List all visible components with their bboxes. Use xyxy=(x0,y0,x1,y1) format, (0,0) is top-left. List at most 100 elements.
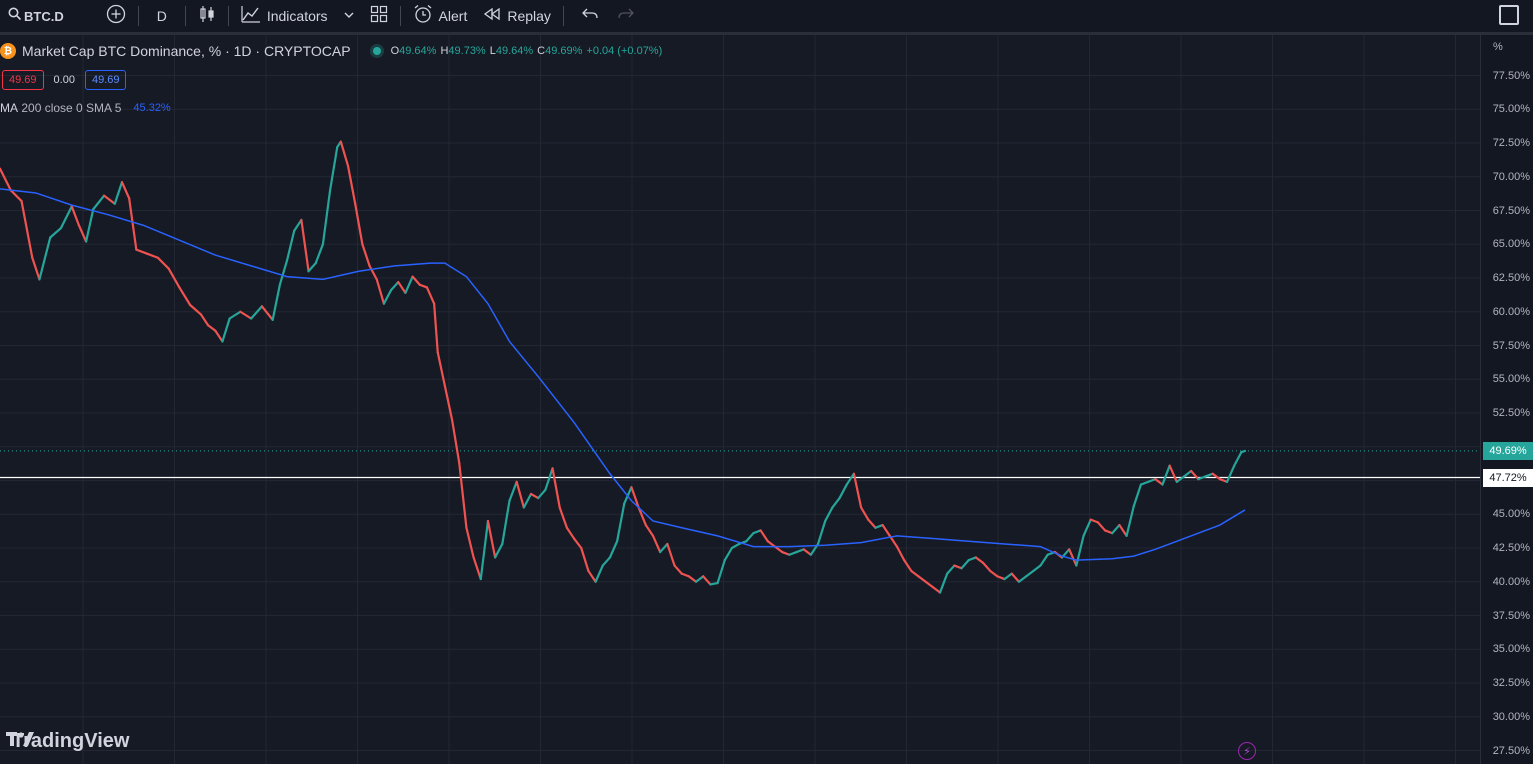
price-segment xyxy=(479,519,490,581)
price-segment xyxy=(616,502,626,543)
ohlc-change: +0.04 (+0.07%) xyxy=(586,45,663,57)
lightning-icon[interactable]: ⚡ xyxy=(1238,742,1256,760)
chevron-down-icon xyxy=(344,7,354,25)
price-segment xyxy=(773,545,784,554)
price-segment xyxy=(967,556,978,562)
indicators-dropdown[interactable] xyxy=(336,0,362,32)
price-segment xyxy=(1182,469,1193,478)
price-segment xyxy=(637,506,647,527)
alert-button[interactable]: Alert xyxy=(405,0,476,32)
price-segment xyxy=(709,581,719,586)
price-tick-label: 55.00% xyxy=(1492,373,1530,386)
price-tick-label: 42.50% xyxy=(1492,542,1530,554)
price-segment xyxy=(486,519,497,559)
grid-icon xyxy=(370,5,388,28)
price-segment xyxy=(917,575,927,583)
price-segment xyxy=(77,224,88,243)
price-segment xyxy=(397,280,407,294)
price-segment xyxy=(759,529,769,543)
bitcoin-icon: ₿ xyxy=(0,43,16,59)
price-segment xyxy=(816,519,827,546)
price-tick-label: 40.00% xyxy=(1492,575,1530,588)
price-segment xyxy=(938,572,949,594)
ma-series-layer xyxy=(0,188,1246,561)
layouts-button[interactable] xyxy=(362,0,396,32)
price-segment xyxy=(135,248,149,255)
price-segment xyxy=(795,548,805,554)
price-segment xyxy=(565,526,576,540)
price-segment xyxy=(1204,472,1214,478)
price-axis[interactable]: % 77.50% 75.00% 72.50% 70.00% 67.50% 65.00% 62… xyxy=(1480,35,1533,764)
tradingview-logo[interactable]: TradingView xyxy=(6,730,129,753)
top-toolbar: BTC.D D Indicators xyxy=(0,0,1533,35)
price-segment xyxy=(960,559,970,570)
price-segment xyxy=(1197,475,1207,481)
rewind-icon xyxy=(483,7,501,26)
price-segment xyxy=(716,559,726,585)
price-tick-label: 60.00% xyxy=(1492,305,1530,318)
price-segment xyxy=(85,208,95,243)
price-segment xyxy=(673,564,683,575)
fullscreen-icon[interactable] xyxy=(1499,5,1519,25)
price-segment xyxy=(702,575,712,586)
chart-type-button[interactable] xyxy=(190,0,224,32)
price-segment xyxy=(339,140,350,168)
price-segment xyxy=(20,199,34,259)
price-tick-label: 57.50% xyxy=(1492,339,1530,352)
price-segment xyxy=(389,280,400,292)
price-segment xyxy=(260,305,274,321)
ma-line xyxy=(0,188,1246,561)
price-segment xyxy=(382,289,393,305)
price-segment xyxy=(314,243,325,265)
interval-button[interactable]: D xyxy=(143,0,181,32)
price-chart[interactable] xyxy=(0,35,1480,764)
price-segment xyxy=(924,580,934,589)
price-segment xyxy=(953,564,963,570)
chart-pane[interactable]: ₿ Market Cap BTC Dominance, % · 1D · CRY… xyxy=(0,35,1533,764)
price-segment xyxy=(425,286,436,305)
price-segment xyxy=(781,550,791,556)
price-segment xyxy=(515,480,525,509)
ma-legend[interactable]: MA 200 close 0 SMA 5 45.32% xyxy=(0,101,171,115)
undo-button[interactable] xyxy=(568,0,612,32)
price-segment xyxy=(1010,572,1021,583)
price-segment xyxy=(802,548,812,556)
interval-label: D xyxy=(156,8,167,24)
price-segment xyxy=(608,540,619,559)
price-segment xyxy=(659,542,669,554)
redo-button[interactable] xyxy=(612,0,640,32)
price-segment xyxy=(1082,518,1092,537)
replay-button[interactable]: Replay xyxy=(475,0,559,32)
price-segment xyxy=(307,262,317,273)
price-segment xyxy=(1240,449,1247,454)
price-segment xyxy=(580,546,590,573)
series-title[interactable]: Market Cap BTC Dominance, % · 1D · CRYPT… xyxy=(22,43,351,59)
price-segment xyxy=(1190,469,1200,481)
price-tick-label: 62.50% xyxy=(1492,272,1530,284)
compare-symbol-button[interactable] xyxy=(98,0,134,32)
price-tick-label: 72.50% xyxy=(1492,137,1530,149)
price-segment xyxy=(1168,464,1178,483)
price-segment xyxy=(278,259,289,286)
price-tick-label: 52.50% xyxy=(1492,407,1530,419)
price-segment xyxy=(788,550,798,556)
price-segment xyxy=(368,264,378,281)
price-segment xyxy=(1003,572,1013,581)
price-segment xyxy=(1025,569,1035,578)
price-segment xyxy=(666,542,676,567)
indicators-button[interactable]: Indicators xyxy=(233,0,336,32)
price-segment xyxy=(285,229,296,262)
price-segment xyxy=(293,218,303,232)
series-legend: ₿ Market Cap BTC Dominance, % · 1D · CRY… xyxy=(0,43,666,59)
price-segment xyxy=(443,384,454,421)
sell-price-box[interactable]: 49.69 xyxy=(2,70,44,90)
price-segment xyxy=(903,559,913,573)
buy-price-box[interactable]: 49.69 xyxy=(84,70,127,90)
price-segment xyxy=(1211,472,1221,481)
price-segment xyxy=(1125,505,1135,537)
symbol-search[interactable]: BTC.D xyxy=(0,0,72,32)
price-segment xyxy=(178,286,192,307)
price-segment xyxy=(199,313,210,327)
horizontal-line-price-tag: 47.72% xyxy=(1483,468,1533,487)
